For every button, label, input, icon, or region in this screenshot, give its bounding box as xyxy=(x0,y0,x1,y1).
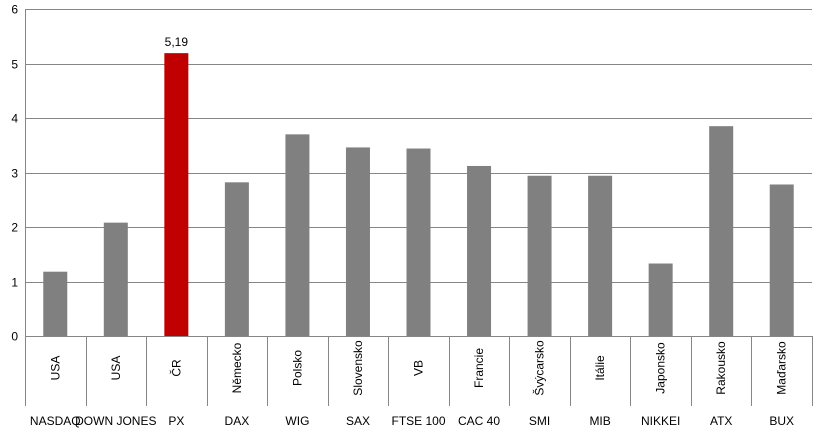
data-label: 5,19 xyxy=(165,35,189,49)
x-tick-label-country: Francie xyxy=(472,348,486,388)
x-tick-label-country: Rakousko xyxy=(714,341,728,395)
x-tick-label-country: Polsko xyxy=(290,350,304,386)
y-tick-label: 0 xyxy=(11,330,18,344)
x-tick-label-country: Německo xyxy=(230,342,244,393)
bar xyxy=(769,184,794,336)
y-tick-label: 5 xyxy=(11,58,18,72)
bar xyxy=(467,165,492,336)
bar xyxy=(285,134,310,336)
x-tick-label-country: Maďarsko xyxy=(775,341,789,395)
y-tick-label: 2 xyxy=(11,221,18,235)
x-tick-label-index: FTSE 100 xyxy=(391,414,445,428)
x-tick-label-index: NASDAQ xyxy=(30,414,81,428)
bar xyxy=(527,175,552,336)
x-tick-label-index: ATX xyxy=(710,414,732,428)
x-axis-categories: USA NASDAQ USA DOWN JONES ČR PX Německo DAX Pols… xyxy=(25,336,813,428)
x-tick-label-index: PX xyxy=(168,414,184,428)
x-tick-label-country: ČR xyxy=(168,359,183,377)
bar xyxy=(588,175,613,336)
x-tick-label-index: DOWN JONES xyxy=(75,414,156,428)
bar xyxy=(709,126,734,336)
x-tick-label-country: USA xyxy=(109,356,123,381)
x-tick-label-index: BUX xyxy=(769,414,794,428)
y-axis-ticks: 0 1 2 3 4 5 6 xyxy=(11,3,18,344)
x-tick-label-country: USA xyxy=(48,356,62,381)
bar xyxy=(345,147,370,336)
x-tick-label-index: NIKKEI xyxy=(641,414,680,428)
x-tick-label-country: Japonsko xyxy=(654,342,668,394)
y-tick-label: 1 xyxy=(11,276,18,290)
bar-highlight xyxy=(164,53,189,337)
data-labels: 5,19 xyxy=(165,35,189,49)
x-tick-label-index: CAC 40 xyxy=(458,414,500,428)
bar xyxy=(406,148,431,336)
y-tick-label: 3 xyxy=(11,167,18,181)
x-tick-label-country: Slovensko xyxy=(351,340,365,396)
y-tick-label: 4 xyxy=(11,112,18,126)
bar xyxy=(648,263,673,336)
bars xyxy=(43,53,794,337)
x-tick-label-index: SAX xyxy=(346,414,370,428)
x-tick-label-country: Itálie xyxy=(593,355,607,381)
x-tick-label-country: Švýcarsko xyxy=(532,340,547,396)
x-tick-label-index: DAX xyxy=(225,414,250,428)
bar xyxy=(43,271,68,336)
bar xyxy=(224,182,249,336)
bar xyxy=(103,222,128,336)
x-tick-label-index: WIG xyxy=(285,414,309,428)
x-tick-label-index: SMI xyxy=(529,414,550,428)
x-tick-label-country: VB xyxy=(412,360,426,376)
x-tick-label-index: MIB xyxy=(589,414,610,428)
y-tick-label: 6 xyxy=(11,3,18,17)
